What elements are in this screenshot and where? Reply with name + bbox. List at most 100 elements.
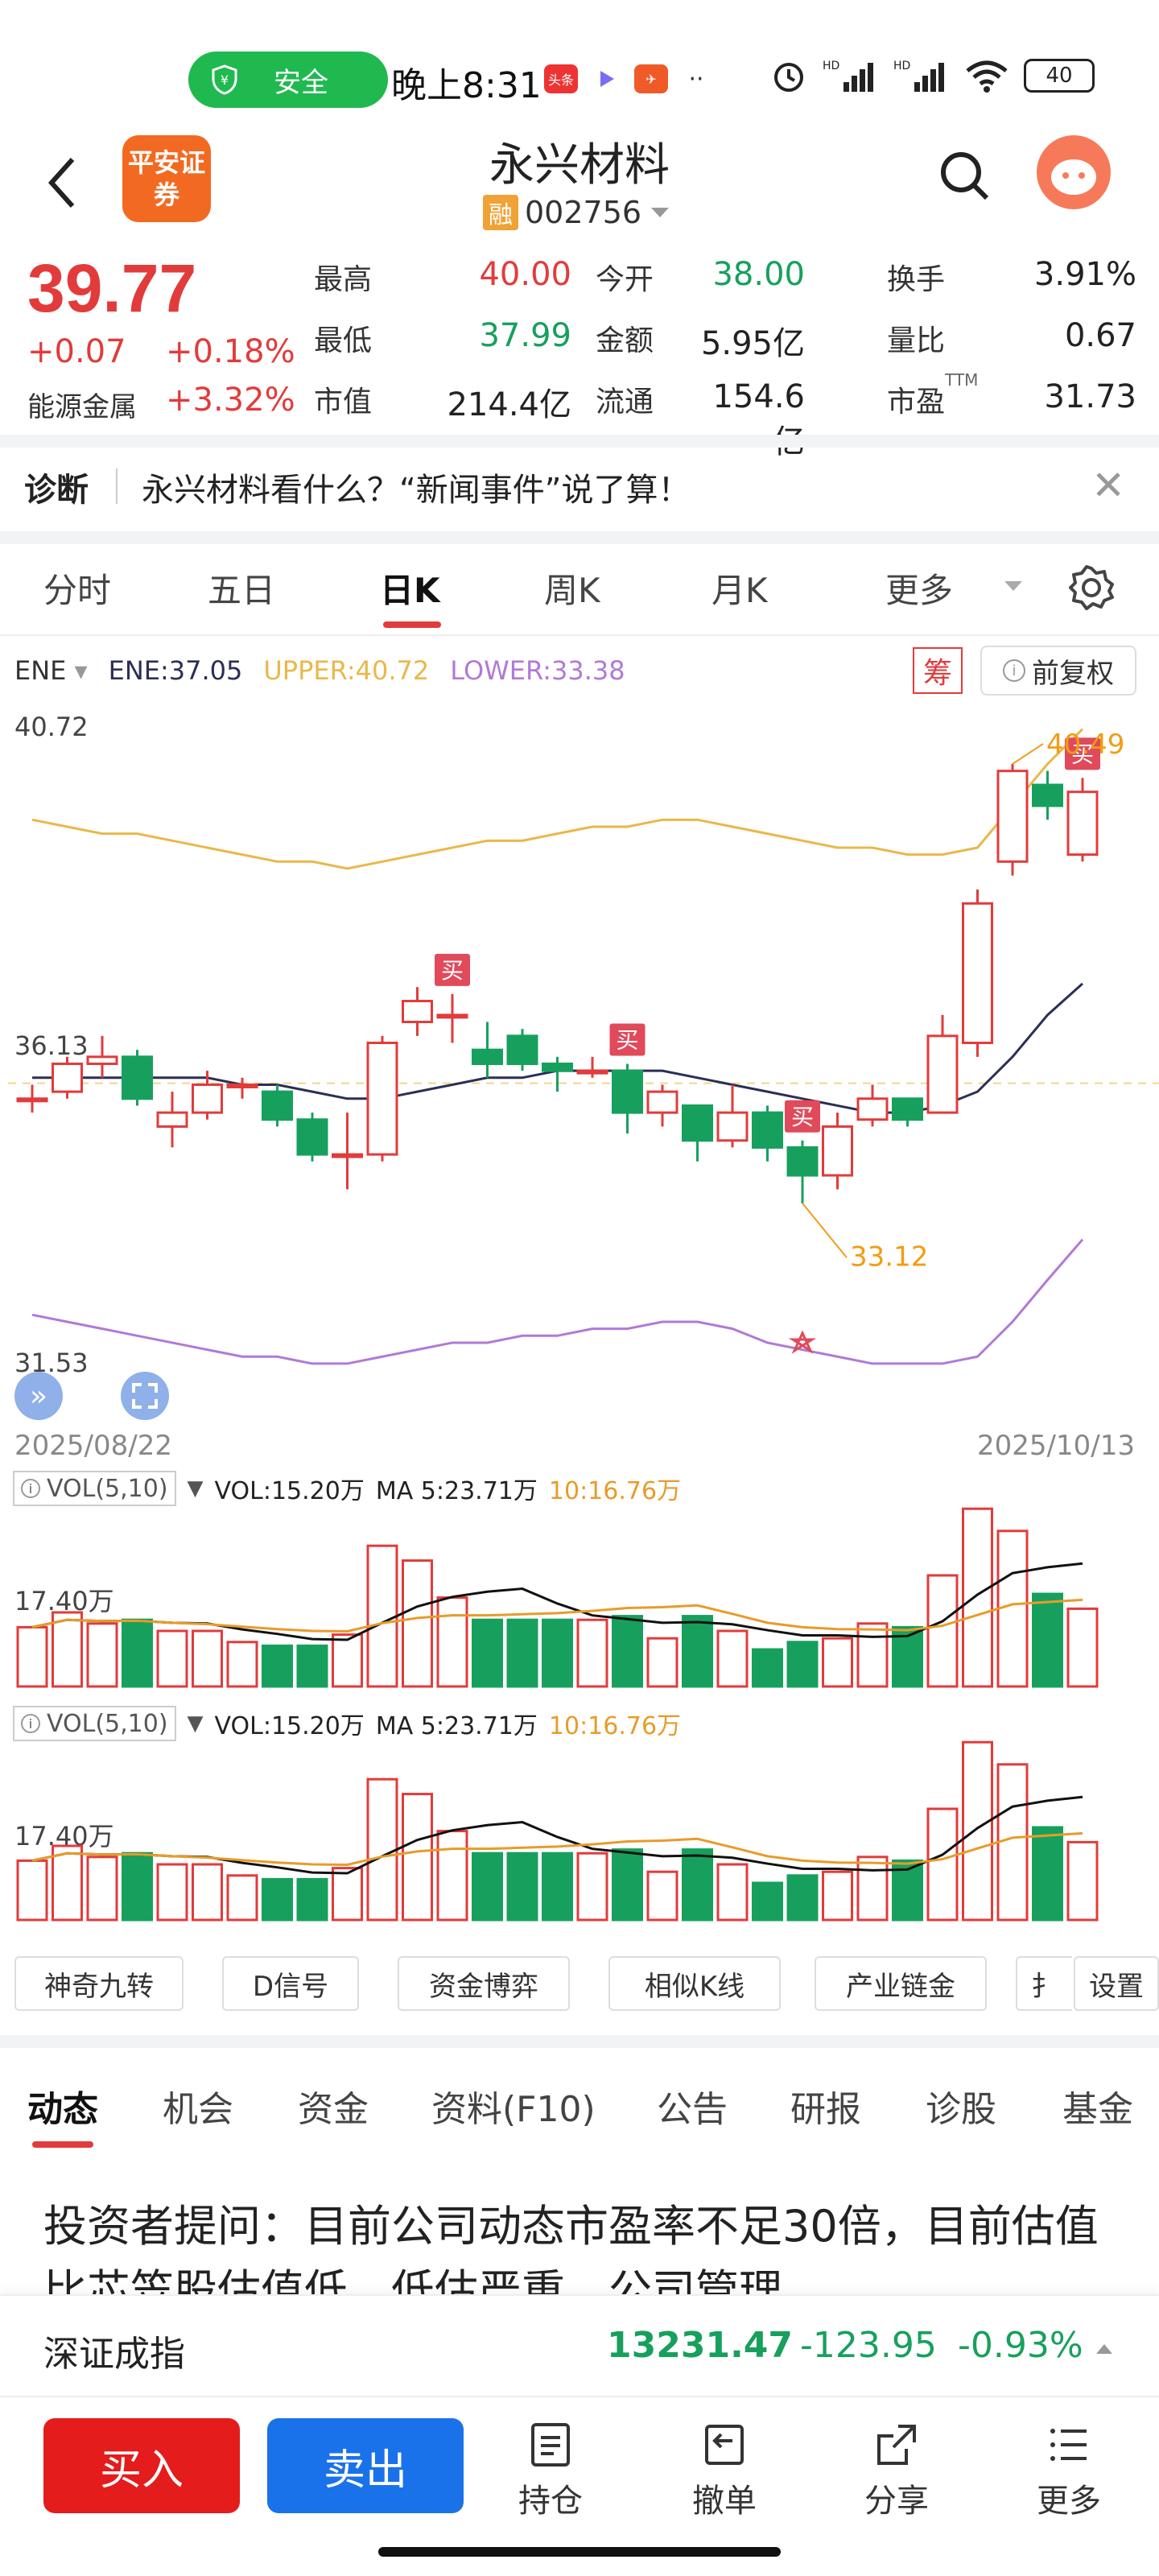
quote-value: 154.6亿 <box>712 378 805 460</box>
volume-chart-1[interactable] <box>0 1505 1159 1699</box>
stock-name: 永兴材料 <box>489 139 670 192</box>
tab-more[interactable]: 更多 <box>885 571 954 610</box>
stock-header: 平安证券 永兴材料 融 002756 <box>0 129 1159 250</box>
tab-news-fund[interactable]: 基金 <box>1062 2089 1133 2130</box>
tab-news-research[interactable]: 研报 <box>790 2089 861 2130</box>
safety-badge[interactable]: ¥ 安全 <box>188 52 388 108</box>
back-icon[interactable] <box>45 155 80 211</box>
news-item[interactable]: 投资者提问：目前公司动态市盈率不足30倍，目前估值比芯笠股估值低，低估严重，公司… <box>43 2201 1099 2299</box>
tab-five-day[interactable]: 五日 <box>208 571 276 610</box>
expand-left-icon[interactable]: » <box>14 1372 63 1420</box>
volume-bar <box>156 1629 188 1688</box>
volume-bar <box>226 1641 258 1688</box>
upper-value: UPPER:40.72 <box>263 655 430 686</box>
candle <box>156 1111 188 1128</box>
quote-row: 最低 37.99 金额 5.95亿 量比 0.67 <box>314 317 1143 378</box>
buy-marker-label: 买 <box>1071 741 1094 767</box>
volume-bar <box>926 1574 959 1688</box>
candle <box>962 902 993 1045</box>
clock: 晚上8:31 <box>391 65 542 106</box>
volume-bar <box>646 1637 678 1688</box>
volume-bar <box>926 1807 959 1922</box>
share-label: 分享 <box>864 2483 929 2520</box>
tool-fund-game[interactable]: 资金博弈 <box>398 1956 570 2011</box>
chevron-down-icon: ▼ <box>187 1711 204 1736</box>
volume-bar <box>332 1867 363 1922</box>
tool-industry-chain[interactable]: 产业链金 <box>815 1956 987 2011</box>
volume-bar <box>822 1637 853 1688</box>
indicator-selector[interactable]: ENE ▾ <box>14 655 88 686</box>
tool-d-signal[interactable]: D信号 <box>222 1956 359 2011</box>
video-app-icon <box>589 64 623 93</box>
index-change-pct: -0.93% <box>958 2325 1083 2366</box>
volume-bar <box>752 1881 783 1922</box>
tool-settings[interactable]: 设置 <box>1074 1956 1159 2011</box>
buy-button[interactable]: 买入 <box>43 2418 240 2513</box>
tab-intraday[interactable]: 分时 <box>43 571 112 610</box>
tab-news-f10[interactable]: 资料(F10) <box>431 2089 596 2130</box>
sector-name[interactable]: 能源金属 <box>27 391 137 423</box>
tab-news-funds[interactable]: 资金 <box>298 2089 369 2130</box>
volume-bar <box>506 1852 538 1922</box>
price-adjust-button[interactable]: i 前复权 <box>980 646 1136 696</box>
tab-weekly-k[interactable]: 周K <box>544 571 600 610</box>
volume-bar <box>822 1870 853 1922</box>
stock-code-row[interactable]: 融 002756 <box>483 195 672 230</box>
svg-text:HD: HD <box>823 60 839 72</box>
tab-news-diagnosis[interactable]: 诊股 <box>926 2089 996 2130</box>
buy-marker <box>1065 737 1100 770</box>
fullscreen-icon[interactable] <box>121 1372 169 1420</box>
volume-bar <box>542 1852 573 1922</box>
quote-panel: 39.77 +0.07 +0.18% 能源金属 +3.32% 最高 40.00 … <box>0 242 1159 460</box>
tab-news-dynamic[interactable]: 动态 <box>27 2089 98 2130</box>
candle <box>262 1090 293 1121</box>
chip-distribution-button[interactable]: 筹 <box>913 647 963 694</box>
volume-bar <box>856 1856 889 1922</box>
diagnosis-banner[interactable]: 诊断 永兴材料看什么？“新闻事件”说了算！ ✕ <box>0 443 1159 531</box>
avatar[interactable] <box>1037 135 1111 209</box>
holdings-button[interactable]: 持仓 <box>502 2421 599 2521</box>
quote-value: 37.99 <box>479 317 571 354</box>
volume-indicator-selector[interactable]: i VOL(5,10) <box>13 1471 176 1506</box>
candle <box>822 1125 853 1177</box>
broker-logo[interactable]: 平安证券 <box>122 135 211 222</box>
sell-button[interactable]: 卖出 <box>267 2418 464 2513</box>
search-icon[interactable] <box>937 148 992 203</box>
candle <box>86 1055 118 1065</box>
share-icon <box>877 2425 916 2465</box>
share-button[interactable]: 分享 <box>848 2421 945 2521</box>
tool-similar-k[interactable]: 相似K线 <box>608 1956 781 2011</box>
buy-marker-label: 买 <box>441 957 464 984</box>
more-button[interactable]: 更多 <box>1021 2421 1117 2521</box>
tab-daily-k[interactable]: 日K <box>380 571 440 610</box>
high-mark-pointer <box>1012 743 1044 765</box>
volume-bar <box>262 1877 293 1922</box>
tool-magic-nine[interactable]: 神奇九转 <box>14 1956 184 2011</box>
volume-bar <box>156 1863 188 1922</box>
settings-gear-icon[interactable] <box>1067 564 1116 612</box>
tab-news-opportunity[interactable]: 机会 <box>163 2089 233 2130</box>
volume-indicator-selector[interactable]: i VOL(5,10) <box>13 1706 176 1741</box>
y-axis-label-mid: 36.13 <box>14 1030 89 1061</box>
tab-monthly-k[interactable]: 月K <box>711 571 768 610</box>
tab-news-announcement[interactable]: 公告 <box>657 2089 728 2130</box>
volume-bar <box>996 1763 1029 1922</box>
volume-bar <box>612 1848 643 1922</box>
candle <box>752 1111 783 1149</box>
volume-chart-2[interactable] <box>0 1739 1159 1932</box>
cancel-order-button[interactable]: 撤单 <box>676 2421 773 2521</box>
candle <box>1032 783 1063 807</box>
volume-bar <box>332 1633 363 1688</box>
tool-partial[interactable]: 扌 <box>1016 1956 1072 2011</box>
close-icon[interactable]: ✕ <box>1091 462 1125 509</box>
volume-bar <box>226 1874 258 1922</box>
quote-label: 最高 <box>314 263 373 296</box>
ene-value: ENE:37.05 <box>108 655 243 686</box>
index-ticker[interactable]: 深证成指 13231.47 -123.95 -0.93% <box>0 2294 1159 2396</box>
volume-bar <box>472 1852 503 1922</box>
volume-bar <box>52 1844 83 1922</box>
divider <box>0 2035 1159 2048</box>
volume-bar <box>472 1618 503 1688</box>
shield-icon: ¥ <box>212 64 237 95</box>
